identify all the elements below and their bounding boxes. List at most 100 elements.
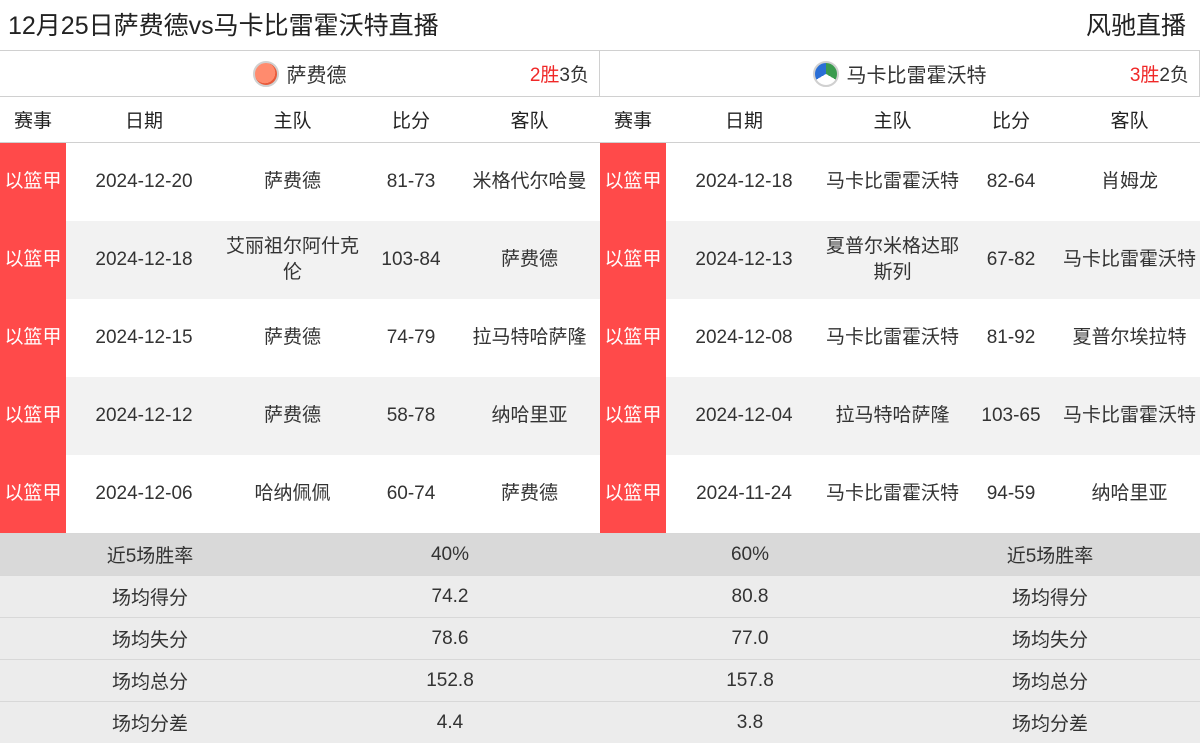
match-home: 夏普尔米格达耶斯列 [822, 221, 963, 299]
league-badge: 以篮甲 [0, 377, 66, 455]
columns-header-left: 赛事 日期 主队 比分 客队 [0, 97, 600, 143]
summary-value: 3.8 [600, 702, 900, 743]
team-header-right: 马卡比雷霍沃特 3胜2负 [600, 51, 1200, 97]
summary-row: 场均得分80.8 [600, 575, 1200, 617]
page-header: 12月25日萨费德vs马卡比雷霍沃特直播 风驰直播 [0, 0, 1200, 51]
col-away: 客队 [1059, 97, 1200, 142]
summary-row: 近5场胜率60% [600, 533, 1200, 575]
match-row: 以篮甲2024-12-13夏普尔米格达耶斯列67-82马卡比雷霍沃特 [600, 221, 1200, 299]
summary-label: 场均分差 [0, 702, 300, 743]
match-score: 67-82 [963, 221, 1059, 299]
match-home: 拉马特哈萨隆 [822, 377, 963, 455]
match-away: 马卡比雷霍沃特 [1059, 377, 1200, 455]
match-row: 以篮甲2024-11-24马卡比雷霍沃特94-59纳哈里亚 [600, 455, 1200, 533]
page-title: 12月25日萨费德vs马卡比雷霍沃特直播 [8, 6, 439, 42]
match-home: 马卡比雷霍沃特 [822, 299, 963, 377]
summary-label: 近5场胜率 [0, 534, 300, 575]
summary-value: 152.8 [300, 660, 600, 701]
summary-value: 4.4 [300, 702, 600, 743]
match-row: 以篮甲2024-12-12萨费德58-78纳哈里亚 [0, 377, 600, 455]
match-away: 肖姆龙 [1059, 143, 1200, 221]
match-home: 萨费德 [222, 299, 363, 377]
match-away: 纳哈里亚 [459, 377, 600, 455]
summary-row: 场均总分152.8 [0, 659, 600, 701]
league-badge: 以篮甲 [600, 377, 666, 455]
match-score: 103-65 [963, 377, 1059, 455]
league-badge: 以篮甲 [600, 455, 666, 533]
match-home: 马卡比雷霍沃特 [822, 143, 963, 221]
match-away: 米格代尔哈曼 [459, 143, 600, 221]
match-score: 58-78 [363, 377, 459, 455]
match-away: 纳哈里亚 [1059, 455, 1200, 533]
match-date: 2024-12-08 [666, 299, 822, 377]
losses-right: 2负 [1159, 65, 1189, 86]
summary-row: 场均总分157.8 [600, 659, 1200, 701]
summary-value: 60% [600, 534, 900, 575]
match-row: 以篮甲2024-12-06哈纳佩佩60-74萨费德 [0, 455, 600, 533]
match-date: 2024-12-12 [66, 377, 222, 455]
match-home: 马卡比雷霍沃特 [822, 455, 963, 533]
summary-row: 场均分差3.8 [600, 701, 1200, 743]
team-logo-right [813, 61, 839, 87]
league-badge: 以篮甲 [600, 143, 666, 221]
matches-right: 以篮甲2024-12-18马卡比雷霍沃特82-64肖姆龙以篮甲2024-12-1… [600, 143, 1200, 533]
col-away: 客队 [459, 97, 600, 142]
summary-label: 场均失分 [900, 618, 1200, 659]
summary-value: 77.0 [600, 618, 900, 659]
summary-label: 近5场胜率 [900, 534, 1200, 575]
match-home: 萨费德 [222, 143, 363, 221]
league-badge: 以篮甲 [600, 221, 666, 299]
wins-right: 3胜 [1130, 65, 1160, 86]
col-date: 日期 [666, 97, 822, 142]
summary-label: 场均得分 [0, 576, 300, 617]
team-record-right: 3胜2负 [1130, 60, 1189, 87]
summary-row: 场均失分78.6 [0, 617, 600, 659]
summary-label: 场均失分 [0, 618, 300, 659]
col-league: 赛事 [0, 97, 66, 142]
team-name-left: 萨费德 [287, 59, 347, 88]
summary-label: 场均总分 [900, 660, 1200, 701]
col-league: 赛事 [600, 97, 666, 142]
match-row: 以篮甲2024-12-18艾丽祖尔阿什克伦103-84萨费德 [0, 221, 600, 299]
match-date: 2024-12-18 [66, 221, 222, 299]
losses-left: 3负 [559, 65, 589, 86]
match-score: 81-73 [363, 143, 459, 221]
match-date: 2024-11-24 [666, 455, 822, 533]
match-score: 74-79 [363, 299, 459, 377]
right-panel: 马卡比雷霍沃特 3胜2负 赛事 日期 主队 比分 客队 以篮甲2024-12-1… [600, 51, 1200, 743]
summary-row: 场均失分77.0 [600, 617, 1200, 659]
match-away: 萨费德 [459, 455, 600, 533]
match-score: 82-64 [963, 143, 1059, 221]
match-home: 萨费德 [222, 377, 363, 455]
summary-row: 场均得分74.2 [0, 575, 600, 617]
team-name-right: 马卡比雷霍沃特 [847, 59, 987, 88]
match-row: 以篮甲2024-12-20萨费德81-73米格代尔哈曼 [0, 143, 600, 221]
match-score: 94-59 [963, 455, 1059, 533]
summary-value: 80.8 [600, 576, 900, 617]
match-away: 萨费德 [459, 221, 600, 299]
match-date: 2024-12-06 [66, 455, 222, 533]
summary-value: 40% [300, 534, 600, 575]
col-home: 主队 [222, 97, 363, 142]
match-date: 2024-12-20 [66, 143, 222, 221]
match-away: 马卡比雷霍沃特 [1059, 221, 1200, 299]
summary-label: 场均得分 [900, 576, 1200, 617]
summary-value: 74.2 [300, 576, 600, 617]
league-badge: 以篮甲 [0, 143, 66, 221]
panels-container: 萨费德 2胜3负 赛事 日期 主队 比分 客队 以篮甲2024-12-20萨费德… [0, 51, 1200, 743]
col-home: 主队 [822, 97, 963, 142]
match-row: 以篮甲2024-12-15萨费德74-79拉马特哈萨隆 [0, 299, 600, 377]
match-date: 2024-12-15 [66, 299, 222, 377]
league-badge: 以篮甲 [0, 299, 66, 377]
wins-left: 2胜 [530, 65, 560, 86]
match-home: 艾丽祖尔阿什克伦 [222, 221, 363, 299]
match-date: 2024-12-18 [666, 143, 822, 221]
match-away: 夏普尔埃拉特 [1059, 299, 1200, 377]
summary-label: 场均分差 [900, 702, 1200, 743]
brand-name: 风驰直播 [1086, 6, 1186, 42]
match-score: 81-92 [963, 299, 1059, 377]
columns-header-right: 赛事 日期 主队 比分 客队 [600, 97, 1200, 143]
match-away: 拉马特哈萨隆 [459, 299, 600, 377]
team-logo-left [253, 61, 279, 87]
matches-left: 以篮甲2024-12-20萨费德81-73米格代尔哈曼以篮甲2024-12-18… [0, 143, 600, 533]
